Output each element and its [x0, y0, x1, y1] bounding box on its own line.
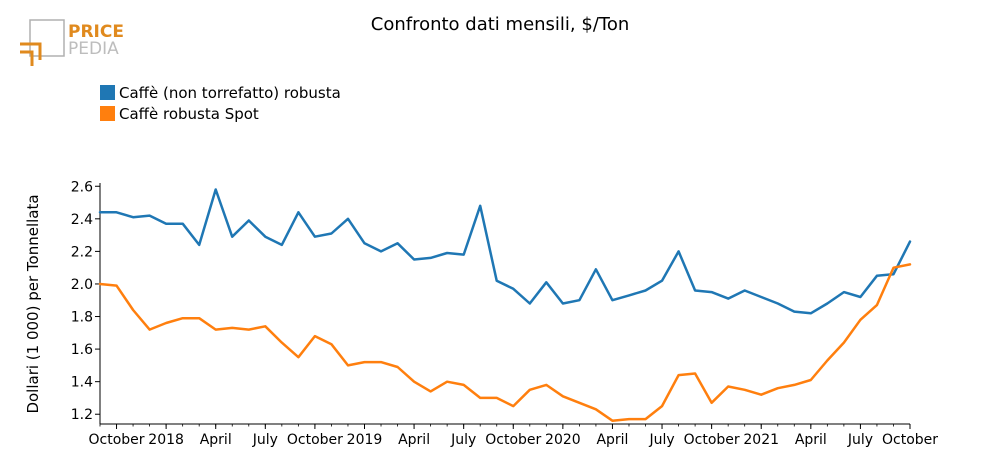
y-tick-label: 1.6 — [71, 342, 93, 358]
y-tick-label: 1.2 — [71, 407, 93, 423]
x-tick-label: July — [648, 432, 674, 448]
legend-swatch — [100, 85, 115, 100]
x-tick-label: October — [882, 432, 938, 448]
x-tick-label: July — [450, 432, 476, 448]
y-ticks: 1.2 1.4 1.6 1.8 2.0 2.2 2.4 2.6 — [71, 179, 100, 423]
x-tick-label: October — [684, 432, 740, 448]
legend-swatch — [100, 106, 115, 121]
x-tick-label: April — [200, 432, 232, 448]
y-tick-label: 2.2 — [71, 244, 93, 260]
logo-text-price: PRICE — [68, 22, 124, 42]
x-tick-label: April — [596, 432, 628, 448]
pricepedia-logo: PRICE PEDIA — [20, 19, 124, 66]
x-tick-label: 2021 — [743, 432, 779, 448]
x-tick-label: July — [252, 432, 278, 448]
logo-mark-icon — [20, 19, 65, 66]
series-line-0[interactable] — [98, 188, 912, 315]
legend-label: Caffè (non torrefatto) robusta — [119, 84, 341, 102]
x-tick-label: July — [847, 432, 873, 448]
y-tick-label: 1.4 — [71, 375, 93, 391]
y-tick-label: 2.6 — [71, 179, 93, 195]
y-axis-label: Dollari (1 000) per Tonnellata — [24, 194, 42, 413]
x-ticks: October 2018 April July October 2019 April July… — [89, 424, 938, 448]
legend-item-robusta-spot[interactable]: Caffè robusta Spot — [100, 105, 259, 123]
x-tick-label: October — [485, 432, 541, 448]
chart-title: Confronto dati mensili, $/Ton — [371, 14, 630, 35]
x-tick-label: April — [795, 432, 827, 448]
x-tick-label: October — [89, 432, 145, 448]
x-tick-label: 2018 — [148, 432, 184, 448]
logo-text-pedia: PEDIA — [68, 39, 119, 59]
x-tick-label: October — [287, 432, 343, 448]
legend: Caffè (non torrefatto) robusta Caffè rob… — [100, 84, 341, 123]
series-line-1[interactable] — [98, 263, 912, 422]
y-tick-label: 2.4 — [71, 212, 93, 228]
series-lines — [98, 188, 912, 422]
x-tick-label: 2019 — [347, 432, 383, 448]
y-tick-label: 1.8 — [71, 310, 93, 326]
x-tick-label: 2020 — [545, 432, 581, 448]
y-tick-label: 2.0 — [71, 277, 93, 293]
legend-label: Caffè robusta Spot — [119, 105, 259, 123]
legend-item-robusta[interactable]: Caffè (non torrefatto) robusta — [100, 84, 341, 102]
x-tick-label: April — [398, 432, 430, 448]
